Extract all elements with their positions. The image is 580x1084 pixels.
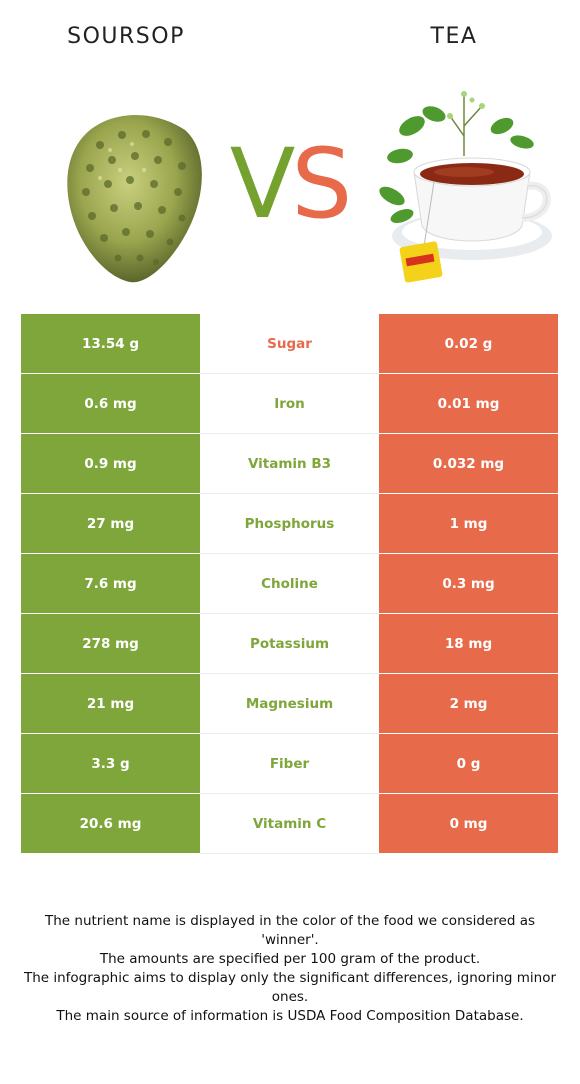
table-row: 0.9 mg Vitamin B3 0.032 mg (21, 434, 558, 494)
vs-v-letter: V (229, 128, 296, 240)
nutrient-name: Fiber (200, 734, 379, 794)
table-row: 0.6 mg Iron 0.01 mg (21, 374, 558, 434)
right-value: 2 mg (379, 674, 558, 734)
right-value: 0.032 mg (379, 434, 558, 494)
left-food-title: SOURSOP (67, 24, 185, 49)
table-row: 21 mg Magnesium 2 mg (21, 674, 558, 734)
nutrient-name: Phosphorus (200, 494, 379, 554)
left-value: 20.6 mg (21, 794, 200, 854)
left-value: 13.54 g (21, 314, 200, 374)
right-value: 1 mg (379, 494, 558, 554)
left-value: 278 mg (21, 614, 200, 674)
right-value: 0.02 g (379, 314, 558, 374)
left-value: 7.6 mg (21, 554, 200, 614)
table-row: 3.3 g Fiber 0 g (21, 734, 558, 794)
table-row: 20.6 mg Vitamin C 0 mg (21, 794, 558, 854)
right-value: 0 g (379, 734, 558, 794)
left-value: 27 mg (21, 494, 200, 554)
nutrient-name: Choline (200, 554, 379, 614)
nutrient-name: Vitamin C (200, 794, 379, 854)
footer-note: The infographic aims to display only the… (23, 970, 557, 1005)
nutrient-name: Vitamin B3 (200, 434, 379, 494)
nutrient-name: Magnesium (200, 674, 379, 734)
left-value: 0.6 mg (21, 374, 200, 434)
vs-label: VS (222, 134, 356, 234)
right-value: 18 mg (379, 614, 558, 674)
right-value: 0.3 mg (379, 554, 558, 614)
tea-image (379, 91, 552, 283)
nutrient-name: Sugar (200, 314, 379, 374)
left-value: 0.9 mg (21, 434, 200, 494)
nutrient-name: Potassium (200, 614, 379, 674)
footer-note: The nutrient name is displayed in the co… (44, 913, 536, 948)
nutrient-name: Iron (200, 374, 379, 434)
comparison-table: 13.54 g Sugar 0.02 g 0.6 mg Iron 0.01 mg… (21, 314, 558, 854)
left-value: 21 mg (21, 674, 200, 734)
right-value: 0.01 mg (379, 374, 558, 434)
vs-s-letter: S (291, 128, 352, 240)
table-row: 27 mg Phosphorus 1 mg (21, 494, 558, 554)
footer-notes: The nutrient name is displayed in the co… (20, 912, 560, 1026)
table-row: 13.54 g Sugar 0.02 g (21, 314, 558, 374)
soursop-image (67, 115, 202, 283)
right-food-title: TEA (430, 24, 478, 49)
table-row: 278 mg Potassium 18 mg (21, 614, 558, 674)
left-value: 3.3 g (21, 734, 200, 794)
table-row: 7.6 mg Choline 0.3 mg (21, 554, 558, 614)
right-value: 0 mg (379, 794, 558, 854)
footer-note: The amounts are specified per 100 gram o… (99, 951, 481, 967)
footer-note: The main source of information is USDA F… (56, 1008, 524, 1024)
